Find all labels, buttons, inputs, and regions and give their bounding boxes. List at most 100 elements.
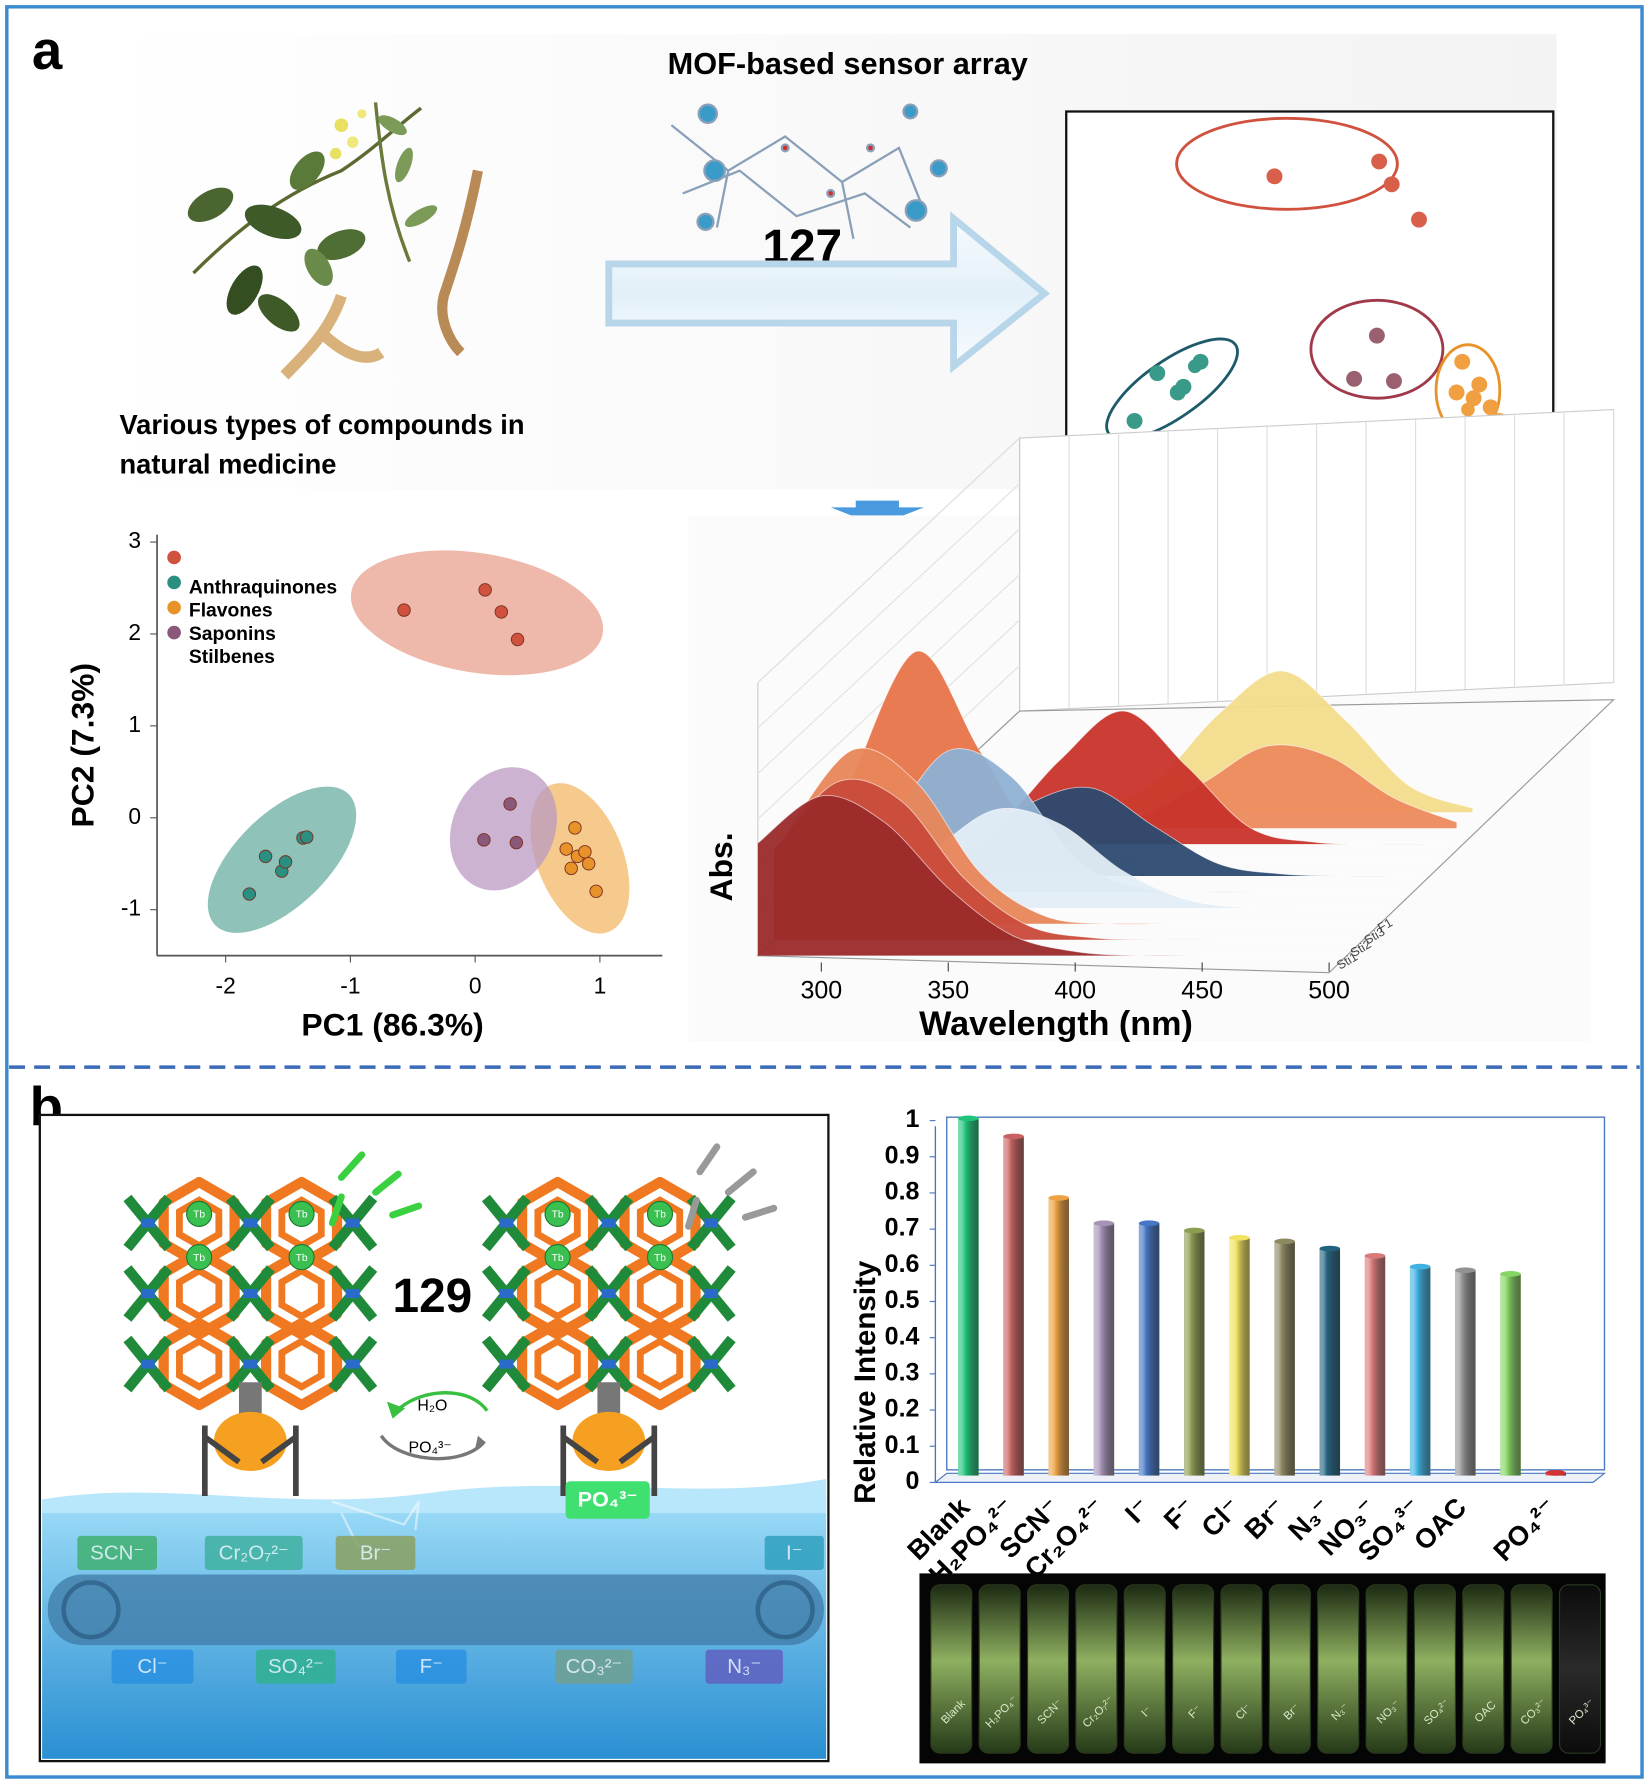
legend-marker	[167, 550, 181, 565]
receptor	[572, 1411, 646, 1472]
vial	[1462, 1584, 1505, 1754]
mof-cage-inner	[534, 1337, 581, 1391]
bar-top	[1093, 1220, 1115, 1227]
anion-box	[111, 1649, 194, 1684]
x-tick-label: 1	[594, 973, 607, 999]
data-point	[478, 583, 492, 597]
pca-chart: -2 -1 0 1 -1 0 1 2 3 PC1 (86.3%) PC2 (7.3%) Anthraq…	[65, 527, 663, 1043]
y-tick-label: -1	[121, 895, 141, 921]
anion-box	[77, 1535, 158, 1570]
data-point	[559, 842, 573, 856]
cycle-label: H₂O	[417, 1397, 447, 1414]
bar	[1048, 1197, 1069, 1476]
bar-top	[1048, 1195, 1069, 1201]
cluster-ellipse	[449, 767, 557, 891]
anion-label: CO₃²⁻	[566, 1655, 623, 1678]
x-tick-label: 350	[927, 977, 969, 1005]
anion-label: F⁻	[420, 1655, 443, 1678]
data-point	[278, 855, 293, 869]
data-point	[397, 603, 411, 617]
legend-label: Anthraquinones	[189, 576, 337, 598]
vial	[1075, 1584, 1118, 1754]
spectra-chart: 300 350 400 450 500Sti1Sti2Sti3F1Wavelength …	[703, 408, 1616, 1043]
data-point	[589, 884, 603, 899]
data-point	[578, 845, 592, 859]
wall-grid	[757, 483, 1020, 729]
mof-linker	[704, 1288, 719, 1299]
mof-linker	[243, 1288, 258, 1299]
y-axis-label: PC2 (7.3%)	[65, 663, 101, 828]
bound-anion-box	[565, 1481, 650, 1519]
bar-top	[1229, 1234, 1250, 1241]
mof-linker	[601, 1218, 616, 1228]
quench-ray	[696, 1143, 721, 1176]
bar-top	[958, 1115, 979, 1122]
bar	[1409, 1266, 1431, 1476]
mof-linker	[345, 1218, 360, 1228]
x-tick-label: 0	[469, 973, 482, 999]
y-tick-label: 1	[128, 711, 141, 737]
y-tick-label: 0	[128, 803, 141, 829]
bar-top	[1500, 1271, 1521, 1277]
bar	[1138, 1223, 1160, 1476]
bar	[1093, 1223, 1115, 1476]
spectrum-area	[869, 711, 1441, 845]
quench-ray	[741, 1204, 778, 1221]
mof-illustration: Tb Tb Tb Tb Tb Tb Tb Tb	[123, 1143, 778, 1497]
schematic-title: MOF-based sensor array	[668, 46, 1028, 81]
bar	[1364, 1255, 1386, 1476]
mof-cage-inner	[534, 1266, 581, 1321]
bar-top	[1003, 1133, 1024, 1140]
mof-linker	[141, 1359, 155, 1369]
anion-label: Cr₂O₇²⁻	[219, 1541, 289, 1564]
vial	[1220, 1584, 1263, 1754]
mof-linker	[601, 1359, 616, 1369]
y-axis-label: Relative Intensity	[849, 1260, 882, 1504]
vials: Blank H₂PO₄⁻ SCN⁻ Cr₂O₇²⁻ I⁻ F⁻ Cl⁻ Br⁻ N₃⁻ NO₃⁻ S…	[930, 1584, 1602, 1754]
data-point	[564, 861, 578, 876]
mof-linker	[141, 1288, 155, 1299]
y-axis-label: Abs.	[703, 832, 739, 901]
anion-label: N₃⁻	[727, 1655, 761, 1678]
spectrum-line	[789, 747, 1361, 925]
bound-anion: PO₄³⁻	[578, 1486, 638, 1511]
data-point	[258, 849, 273, 864]
vial	[1268, 1584, 1311, 1754]
legend-label: Flavones	[189, 600, 273, 622]
vial	[1172, 1584, 1215, 1754]
x-tick-label: 450	[1181, 977, 1223, 1005]
y-tick-label: 0.1	[885, 1431, 920, 1459]
y-tick-label: 0.7	[885, 1214, 920, 1242]
bar-top	[1138, 1220, 1160, 1227]
bar	[958, 1118, 979, 1476]
emission-ray	[389, 1202, 423, 1219]
legend-label: Stilbenes	[189, 646, 275, 668]
x-tick-label: 500	[1308, 977, 1350, 1005]
mof-cage-inner	[636, 1266, 684, 1321]
anion-box	[764, 1535, 824, 1570]
tb-label: Tb	[654, 1253, 666, 1264]
process-arrow	[605, 211, 1051, 374]
data-point	[509, 835, 524, 850]
vial	[1510, 1584, 1553, 1754]
mof-linker	[704, 1359, 719, 1369]
anchor-stem	[238, 1382, 262, 1417]
cycle-arrow-head	[474, 1435, 486, 1452]
y-tick-label: 0	[906, 1467, 920, 1495]
data-point	[242, 887, 257, 901]
tb-label: Tb	[552, 1210, 564, 1221]
vial	[1413, 1584, 1456, 1754]
vial	[930, 1584, 973, 1754]
mof-linker	[243, 1359, 258, 1369]
caption-line: Various types of compounds in	[119, 409, 524, 440]
anion-box	[705, 1649, 783, 1684]
legend-marker	[167, 575, 181, 590]
tb-label: Tb	[193, 1210, 205, 1221]
anion-belt: SCN⁻ Cr₂O₇²⁻ Br⁻ I⁻ Cl⁻ SO₄²⁻ F⁻ CO₃²⁻ N₃⁻	[77, 1535, 824, 1684]
y-tick-label: 0.3	[885, 1358, 920, 1386]
x-tick-label: -1	[340, 973, 360, 999]
cycle-arrow-head	[386, 1401, 406, 1419]
down-arrow	[830, 500, 924, 526]
bar-top	[1184, 1227, 1205, 1234]
